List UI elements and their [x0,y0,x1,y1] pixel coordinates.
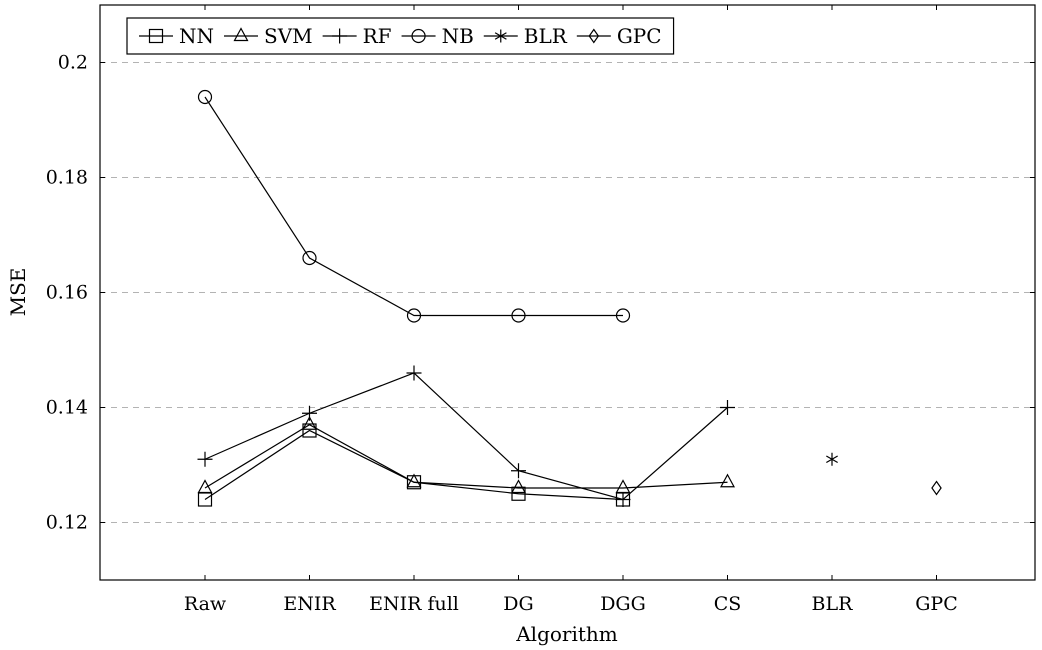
series-svm-point [719,473,736,488]
series-svm-point [301,415,318,430]
legend-item-blr: BLR [483,24,568,48]
series-rf-point [615,492,631,507]
legend-item-gpc: GPC [576,24,662,48]
x-tick-label: GPC [915,593,958,615]
x-tick-label: Raw [184,593,227,615]
grid-lines [100,62,1035,523]
legend-item-rf: RF [322,24,392,48]
legend-item-nn-marker [148,28,164,44]
series-gpc-point-shape [931,480,942,496]
series-rf-point [197,451,213,467]
series-rf-point-shape [615,492,631,507]
series-blr-point [826,452,838,466]
series-rf-point-shape [406,365,422,381]
legend-item-nb: NB [401,24,474,48]
series-nn-point [302,423,317,438]
series-svm [197,415,736,494]
series-svm-point [406,473,422,488]
series-gpc [931,480,942,496]
legend-item-nn-label: NN [179,24,214,48]
series-nb-point-shape [197,89,213,105]
legend-item-svm-marker-shape [233,27,249,42]
series-nb-point [197,89,213,105]
series-nb-point [511,308,526,323]
x-tick-label: ENIR full [369,593,459,615]
y-tick-label: 0.16 [46,282,88,304]
series-layer [197,89,942,507]
x-tick-label: DGG [600,593,646,615]
series-rf-point [406,365,422,381]
legend-item-nb-marker [411,28,426,44]
x-axis-label: Algorithm [515,622,618,646]
series-nb-line [204,96,623,317]
series-nn [197,423,631,507]
series-nb-point [302,250,317,266]
series-nn-point-shape [302,423,317,438]
series-svm-point-shape [510,479,527,494]
series-rf-point-shape [302,405,317,421]
series-svm-point-shape [719,473,736,488]
legend-item-gpc-marker [588,28,600,44]
series-rf-point-shape [511,463,526,479]
series-rf-line [204,372,728,501]
legend-item-nb-marker-shape [411,28,426,44]
x-tick-label: DG [503,593,533,615]
legend-item-svm: SVM [224,24,313,48]
series-rf-point-shape [197,451,213,467]
legend-item-blr-marker [494,29,507,43]
legend-item-svm-marker [233,27,249,42]
series-nb-point-shape [302,250,317,266]
series-gpc-point [931,480,942,496]
series-nb-point-shape [615,308,631,323]
legend: NN SVM RF NB BLR GPC [126,17,675,55]
series-nn-point [511,486,526,501]
series-svm-point [510,479,527,494]
legend-item-gpc-marker-shape [588,28,600,44]
series-svm-point [197,479,213,494]
x-tick-label: CS [714,593,742,615]
axes: 0.12 0.14 0.16 0.18 0.2 Raw ENIR ENIR full DG DGG… [46,5,1035,615]
series-svm-point-shape [406,473,422,488]
y-tick-label: 0.18 [46,167,88,189]
y-tick-label: 0.14 [46,397,88,419]
legend-item-nn-marker-shape [148,28,164,44]
x-tick-label: BLR [812,593,854,615]
legend-item-blr-marker-shape [494,29,507,43]
y-tick-label: 0.12 [46,512,88,534]
series-nb [197,89,631,323]
series-rf-point [302,405,317,421]
series-svm-point-shape [197,479,213,494]
series-blr-point-shape [826,452,838,466]
series-svm-point-shape [615,479,631,494]
series-nb-point-shape [511,308,526,323]
legend-item-rf-marker-shape [332,28,348,44]
legend-item-blr-label: BLR [524,24,568,48]
series-rf-point [511,463,526,479]
series-rf-point-shape [720,400,735,415]
series-nb-point-shape [406,308,422,323]
series-rf-point [720,400,735,415]
legend-item-rf-marker [332,28,348,44]
x-tick-label: ENIR [283,593,336,615]
series-blr [826,452,838,466]
series-nn-point-shape [511,486,526,501]
legend-item-nn: NN [139,24,214,48]
series-nb-point [615,308,631,323]
legend-item-svm-label: SVM [264,24,313,48]
series-rf [197,365,735,507]
series-svm-point-shape [301,415,318,430]
legend-item-rf-label: RF [363,24,392,48]
y-axis-label: MSE [6,268,30,317]
series-svm-line [204,424,728,489]
y-tick-label: 0.2 [58,52,88,74]
series-svm-point [615,479,631,494]
legend-item-nb-label: NB [442,24,474,48]
legend-item-gpc-label: GPC [617,24,662,48]
series-nb-point [406,308,422,323]
